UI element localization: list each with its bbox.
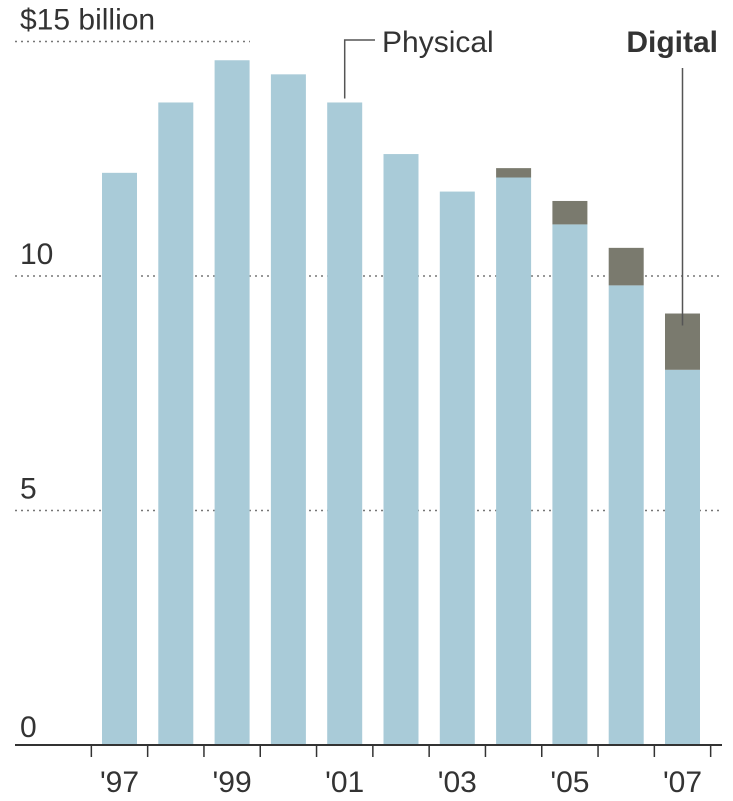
bar-physical xyxy=(608,285,644,745)
x-tick-label: '03 xyxy=(438,766,477,799)
physical-leader-line xyxy=(343,39,375,99)
x-axis: '97 '99 '01 '03 '05 '07 xyxy=(15,744,722,799)
bar-physical xyxy=(383,154,419,745)
bar-physical xyxy=(552,224,588,745)
y-tick-label: 5 xyxy=(20,473,37,506)
y-tick-labels: 0 5 10 $15 billion xyxy=(20,4,155,745)
bar-physical xyxy=(439,191,475,745)
legend-physical-label: Physical xyxy=(382,26,494,59)
x-tick-label: '97 xyxy=(100,766,139,799)
bar-physical xyxy=(270,74,306,745)
bar-physical xyxy=(327,102,363,746)
legend-digital-label: Digital xyxy=(626,26,718,59)
bar-digital xyxy=(552,200,588,225)
bar-physical xyxy=(102,172,137,745)
gridlines xyxy=(15,40,722,512)
x-tick-label: '99 xyxy=(213,766,252,799)
bar-physical xyxy=(496,177,532,745)
y-tick-label: $15 billion xyxy=(20,4,155,37)
x-tick-label: '05 xyxy=(550,766,589,799)
y-tick-label: 0 xyxy=(20,711,37,744)
bars xyxy=(102,60,700,746)
bar-digital xyxy=(496,168,532,178)
bar-physical xyxy=(665,369,700,745)
bar-physical xyxy=(158,102,194,746)
bar-digital xyxy=(608,247,644,286)
x-tick-label: '07 xyxy=(663,766,702,799)
x-tick-label: '01 xyxy=(325,766,364,799)
y-tick-label: 10 xyxy=(20,238,53,271)
legend: Physical Digital xyxy=(343,26,718,326)
bar-physical xyxy=(214,60,250,745)
